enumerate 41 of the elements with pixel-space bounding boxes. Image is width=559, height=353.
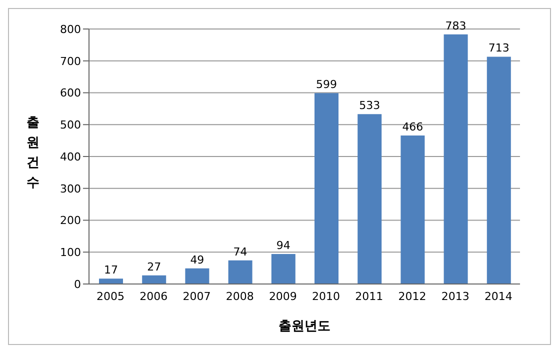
x-tick-label: 2010 [312, 290, 340, 303]
y-axis-title: 출원건수 [26, 116, 40, 190]
x-tick-label: 2013 [441, 290, 470, 303]
data-label: 74 [233, 245, 248, 258]
y-tick-label: 400 [60, 150, 81, 164]
data-label: 466 [402, 120, 424, 134]
y-tick-label: 600 [60, 86, 81, 100]
data-label: 17 [104, 264, 118, 277]
x-tick-label: 2005 [96, 290, 125, 303]
bar [142, 275, 166, 284]
bar [314, 93, 338, 284]
bar [444, 34, 468, 284]
bar [185, 268, 210, 284]
x-tick-label: 2008 [226, 290, 254, 303]
x-tick-label: 2006 [140, 290, 168, 303]
data-label: 94 [276, 239, 290, 252]
x-tick-label: 2012 [398, 290, 426, 303]
bar [400, 135, 425, 284]
y-tick-label: 300 [60, 182, 81, 196]
data-label: 599 [316, 78, 337, 92]
y-tick-label: 500 [60, 118, 81, 132]
x-tick-label: 2011 [355, 290, 384, 303]
data-label: 713 [488, 42, 510, 55]
bar [271, 254, 296, 284]
bar [358, 114, 382, 284]
y-tick-label: 100 [60, 246, 81, 260]
x-tick-label: 2009 [268, 290, 297, 303]
y-tick-label: 0 [74, 278, 81, 291]
x-axis-title: 출원년도 [278, 319, 330, 334]
y-tick-label: 800 [60, 22, 81, 36]
bar [486, 56, 511, 284]
data-label: 783 [445, 19, 466, 32]
data-label: 533 [359, 99, 380, 112]
y-tick-label: 200 [60, 214, 81, 228]
y-tick-label: 700 [60, 54, 81, 68]
data-label: 49 [190, 253, 204, 266]
x-tick-label: 2007 [182, 290, 211, 303]
bar [228, 260, 252, 284]
bar [99, 278, 123, 284]
data-label: 27 [147, 260, 162, 274]
x-tick-label: 2014 [484, 290, 512, 303]
